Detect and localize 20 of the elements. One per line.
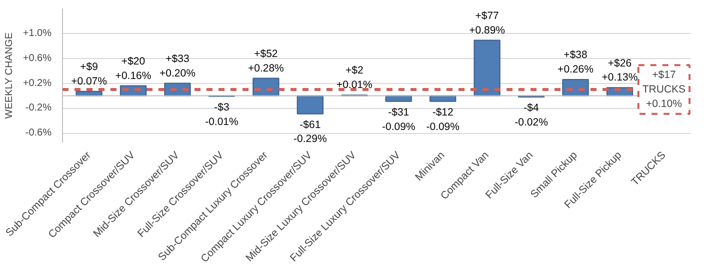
data-label: +$52 +0.28%: [248, 48, 284, 74]
ref-line-label: +$17 TRUCKS +0.10%: [642, 69, 686, 110]
data-label: +$2 +0.01%: [336, 64, 372, 92]
data-label: +$20 +0.16%: [115, 55, 152, 82]
data-label: +$33 +0.20%: [160, 52, 196, 80]
y-tick-label: +1.0%: [22, 28, 52, 39]
data-label: -$31 -0.09%: [382, 106, 416, 133]
data-label: +$26 +0.13%: [602, 57, 638, 84]
y-tick-label: -0.2%: [25, 102, 52, 114]
data-label: +$77 +0.89%: [469, 10, 506, 36]
data-label: +$38 +0.26%: [558, 49, 594, 76]
y-tick-label: +0.2%: [22, 78, 52, 89]
y-axis-title: WEEKLY CHANGE: [4, 32, 15, 119]
y-tick-label: -0.6%: [25, 128, 52, 139]
data-label: +$9 +0.07%: [71, 60, 107, 88]
data-label: -$4 -0.02%: [514, 102, 548, 128]
data-label: -$61 -0.29%: [294, 118, 327, 146]
y-tick-label: +0.6%: [22, 52, 52, 64]
data-label: -$3 -0.01%: [205, 101, 238, 128]
data-label: -$12 -0.09%: [426, 106, 460, 133]
